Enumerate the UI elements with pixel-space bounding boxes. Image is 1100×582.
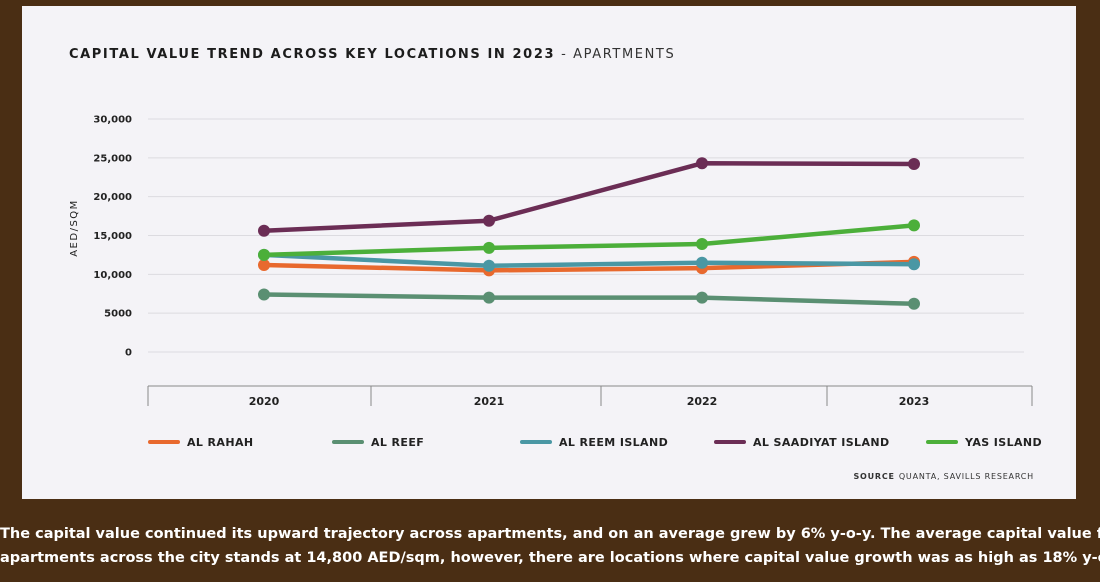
source-text: QUANTA, SAVILLS RESEARCH (899, 472, 1034, 481)
y-tick-label: 0 (125, 348, 132, 359)
data-point (258, 259, 270, 271)
legend: AL RAHAH AL REEF AL REEM ISLAND AL SAADIYAT… (148, 436, 1042, 449)
y-tick-label: 25,000 (93, 153, 132, 164)
data-point (696, 256, 708, 269)
grid-lines (148, 118, 1024, 353)
caption-line-1: The capital value continued its upward t… (0, 526, 1100, 542)
y-tick-label: 30,000 (93, 115, 132, 126)
x-tick-label: 2020 (249, 395, 280, 408)
legend-label: AL REEF (371, 436, 424, 449)
y-tick-label: 5000 (104, 309, 132, 320)
series-line (261, 161, 917, 234)
y-axis-ticks: 0 5000 10,000 15,000 20,000 25,000 30,000 (93, 115, 132, 359)
data-point (696, 157, 708, 170)
chart-title-main: CAPITAL VALUE TREND ACROSS KEY LOCATIONS… (69, 47, 555, 62)
data-point (908, 258, 920, 271)
legend-label: AL RAHAH (187, 436, 253, 449)
y-tick-label: 10,000 (93, 270, 132, 281)
data-point (258, 288, 270, 301)
data-point (483, 259, 495, 272)
x-axis: 2020 2021 2022 2023 (147, 385, 1033, 408)
y-tick-label: 15,000 (93, 231, 132, 242)
data-point (483, 291, 495, 304)
x-tick-label: 2023 (899, 395, 930, 408)
data-point (908, 219, 920, 232)
source-label: SOURCE (853, 472, 894, 481)
data-series (258, 157, 920, 310)
series-line (261, 223, 917, 258)
data-point (258, 224, 270, 237)
series-line (261, 252, 917, 269)
chart-panel: CAPITAL VALUE TREND ACROSS KEY LOCATIONS… (22, 6, 1076, 499)
y-axis-label: AED/SQM (69, 199, 80, 257)
data-point (258, 248, 270, 261)
x-tick-label: 2022 (687, 395, 718, 408)
legend-label: YAS ISLAND (964, 436, 1042, 449)
line-chart: CAPITAL VALUE TREND ACROSS KEY LOCATIONS… (69, 47, 1042, 481)
y-tick-label: 20,000 (93, 192, 132, 203)
data-point (483, 241, 495, 254)
source-note: SOURCE QUANTA, SAVILLS RESEARCH (853, 472, 1034, 481)
chart-title: CAPITAL VALUE TREND ACROSS KEY LOCATIONS… (69, 47, 675, 62)
data-point (483, 214, 495, 227)
data-point (908, 158, 920, 170)
legend-label: AL SAADIYAT ISLAND (753, 436, 890, 449)
chart-subtitle: APARTMENTS (573, 47, 675, 62)
caption-line-2: apartments across the city stands at 14,… (0, 550, 1100, 566)
x-tick-label: 2021 (474, 395, 505, 408)
series-line (261, 292, 917, 307)
data-point (908, 297, 920, 310)
data-point (696, 238, 708, 250)
data-point (696, 291, 708, 304)
chart-title-separator: - (561, 47, 567, 62)
legend-label: AL REEM ISLAND (559, 436, 668, 449)
caption: The capital value continued its upward t… (0, 522, 1100, 570)
